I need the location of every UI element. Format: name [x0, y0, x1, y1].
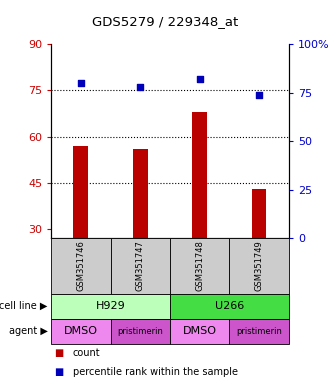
- Bar: [133, 149, 148, 238]
- Text: pristimerin: pristimerin: [117, 327, 163, 336]
- Bar: [170, 319, 229, 344]
- Text: percentile rank within the sample: percentile rank within the sample: [73, 367, 238, 377]
- Text: GSM351746: GSM351746: [76, 240, 85, 291]
- Text: DMSO: DMSO: [182, 326, 217, 336]
- Bar: [251, 189, 267, 238]
- Text: pristimerin: pristimerin: [236, 327, 282, 336]
- Text: GDS5279 / 229348_at: GDS5279 / 229348_at: [92, 15, 238, 28]
- Text: ■: ■: [54, 348, 64, 358]
- Text: DMSO: DMSO: [64, 326, 98, 336]
- Bar: [229, 238, 289, 294]
- Point: [138, 84, 143, 90]
- Point: [256, 91, 262, 98]
- Text: agent ▶: agent ▶: [9, 326, 48, 336]
- Bar: [73, 146, 88, 238]
- Bar: [51, 319, 111, 344]
- Bar: [192, 112, 207, 238]
- Bar: [51, 294, 170, 319]
- Bar: [111, 319, 170, 344]
- Text: GSM351749: GSM351749: [254, 240, 264, 291]
- Text: cell line ▶: cell line ▶: [0, 301, 48, 311]
- Bar: [51, 238, 111, 294]
- Bar: [170, 238, 229, 294]
- Text: H929: H929: [96, 301, 125, 311]
- Bar: [229, 319, 289, 344]
- Bar: [170, 294, 289, 319]
- Text: GSM351747: GSM351747: [136, 240, 145, 291]
- Text: U266: U266: [215, 301, 244, 311]
- Bar: [111, 238, 170, 294]
- Point: [78, 80, 83, 86]
- Point: [197, 76, 202, 82]
- Text: count: count: [73, 348, 100, 358]
- Text: GSM351748: GSM351748: [195, 240, 204, 291]
- Text: ■: ■: [54, 367, 64, 377]
